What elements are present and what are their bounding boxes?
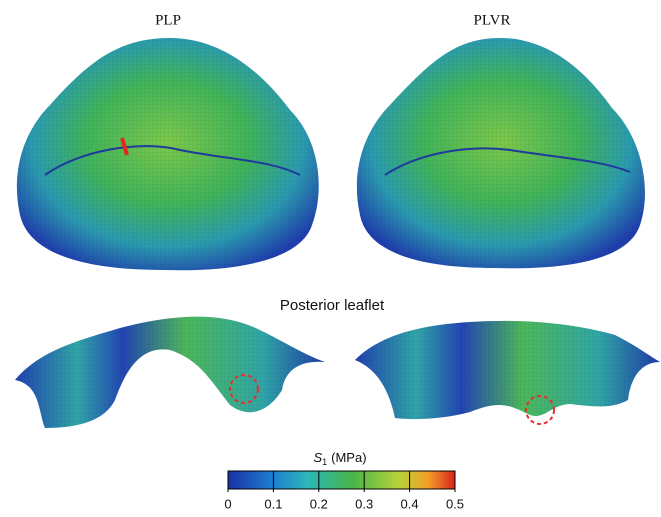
tick-label: 0.5 xyxy=(446,496,464,511)
unit: (MPa) xyxy=(331,450,366,465)
valve-plp xyxy=(16,38,319,271)
tick-label: 0 xyxy=(224,496,231,511)
symbol: S xyxy=(313,450,322,465)
colorbar xyxy=(227,470,456,490)
section-label: Posterior leaflet xyxy=(280,297,385,314)
panel-label: PLP xyxy=(155,12,181,28)
leaflet-plp xyxy=(15,316,325,428)
subscript: 1 xyxy=(322,457,327,467)
valve-plvr xyxy=(356,38,645,269)
tick-label: 0.3 xyxy=(355,496,373,511)
panel-label: PLVR xyxy=(474,12,511,28)
tick-label: 0.4 xyxy=(401,496,419,511)
tick-label: 0.2 xyxy=(310,496,328,511)
colorbar-title: S1 (MPa) xyxy=(313,450,366,467)
tick-label: 0.1 xyxy=(264,496,282,511)
leaflet-plvr xyxy=(355,320,660,425)
